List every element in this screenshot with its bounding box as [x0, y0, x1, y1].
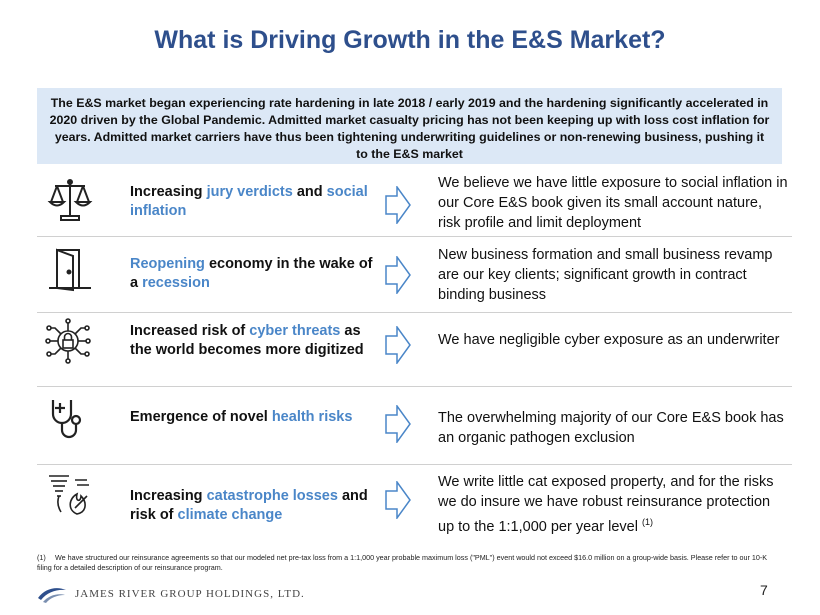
arrow-right-icon: [385, 254, 411, 296]
river-swoosh-icon: [37, 584, 67, 604]
impact-text-reopening: New business formation and small busines…: [438, 247, 773, 303]
page-title: What is Driving Growth in the E&S Market…: [154, 26, 666, 54]
arrow-right-icon: [385, 479, 411, 521]
arrow-right-icon: [385, 184, 411, 226]
driver-text-health-risks: Emergence of novel health risks: [130, 409, 353, 425]
driver-text-jury-verdicts: Increasing jury verdicts and social infl…: [130, 184, 368, 219]
footnote-text: We have structured our reinsurance agree…: [37, 553, 768, 572]
scales-of-justice-icon: [47, 176, 93, 222]
stethoscope-icon: [47, 396, 93, 442]
impact-text-catastrophe-losses: We write little cat exposed property, an…: [438, 474, 774, 535]
company-logo: JAMES RIVER GROUP HOLDINGS, LTD.: [37, 584, 337, 606]
impact-text-health-risks: The overwhelming majority of our Core E&…: [438, 410, 784, 446]
arrow-right-icon: [385, 324, 411, 366]
summary-banner: The E&S market began experiencing rate h…: [37, 88, 782, 164]
driver-text-catastrophe-losses: Increasing catastrophe losses and risk o…: [130, 488, 368, 523]
open-door-icon: [47, 246, 93, 292]
page-number: 7: [760, 582, 768, 598]
driver-text-cyber-threats: Increased risk of cyber threats as the w…: [130, 323, 364, 358]
impact-text-cyber-threats: We have negligible cyber exposure as an …: [438, 332, 780, 348]
row-divider: [37, 386, 792, 387]
footnote-number: (1): [37, 553, 46, 562]
driver-text-reopening: Reopening economy in the wake of a reces…: [130, 256, 373, 291]
footnote: (1) We have structured our reinsurance ag…: [37, 553, 777, 573]
row-divider: [37, 236, 792, 237]
footnote-reference: (1): [641, 517, 653, 527]
tornado-wildfire-icon: [47, 472, 93, 518]
cyber-lock-network-icon: [45, 318, 91, 364]
logo-text: JAMES RIVER GROUP HOLDINGS, LTD.: [75, 588, 305, 600]
arrow-right-icon: [385, 403, 411, 445]
row-divider: [37, 312, 792, 313]
impact-text-jury-verdicts: We believe we have little exposure to so…: [438, 175, 788, 231]
row-divider: [37, 464, 792, 465]
